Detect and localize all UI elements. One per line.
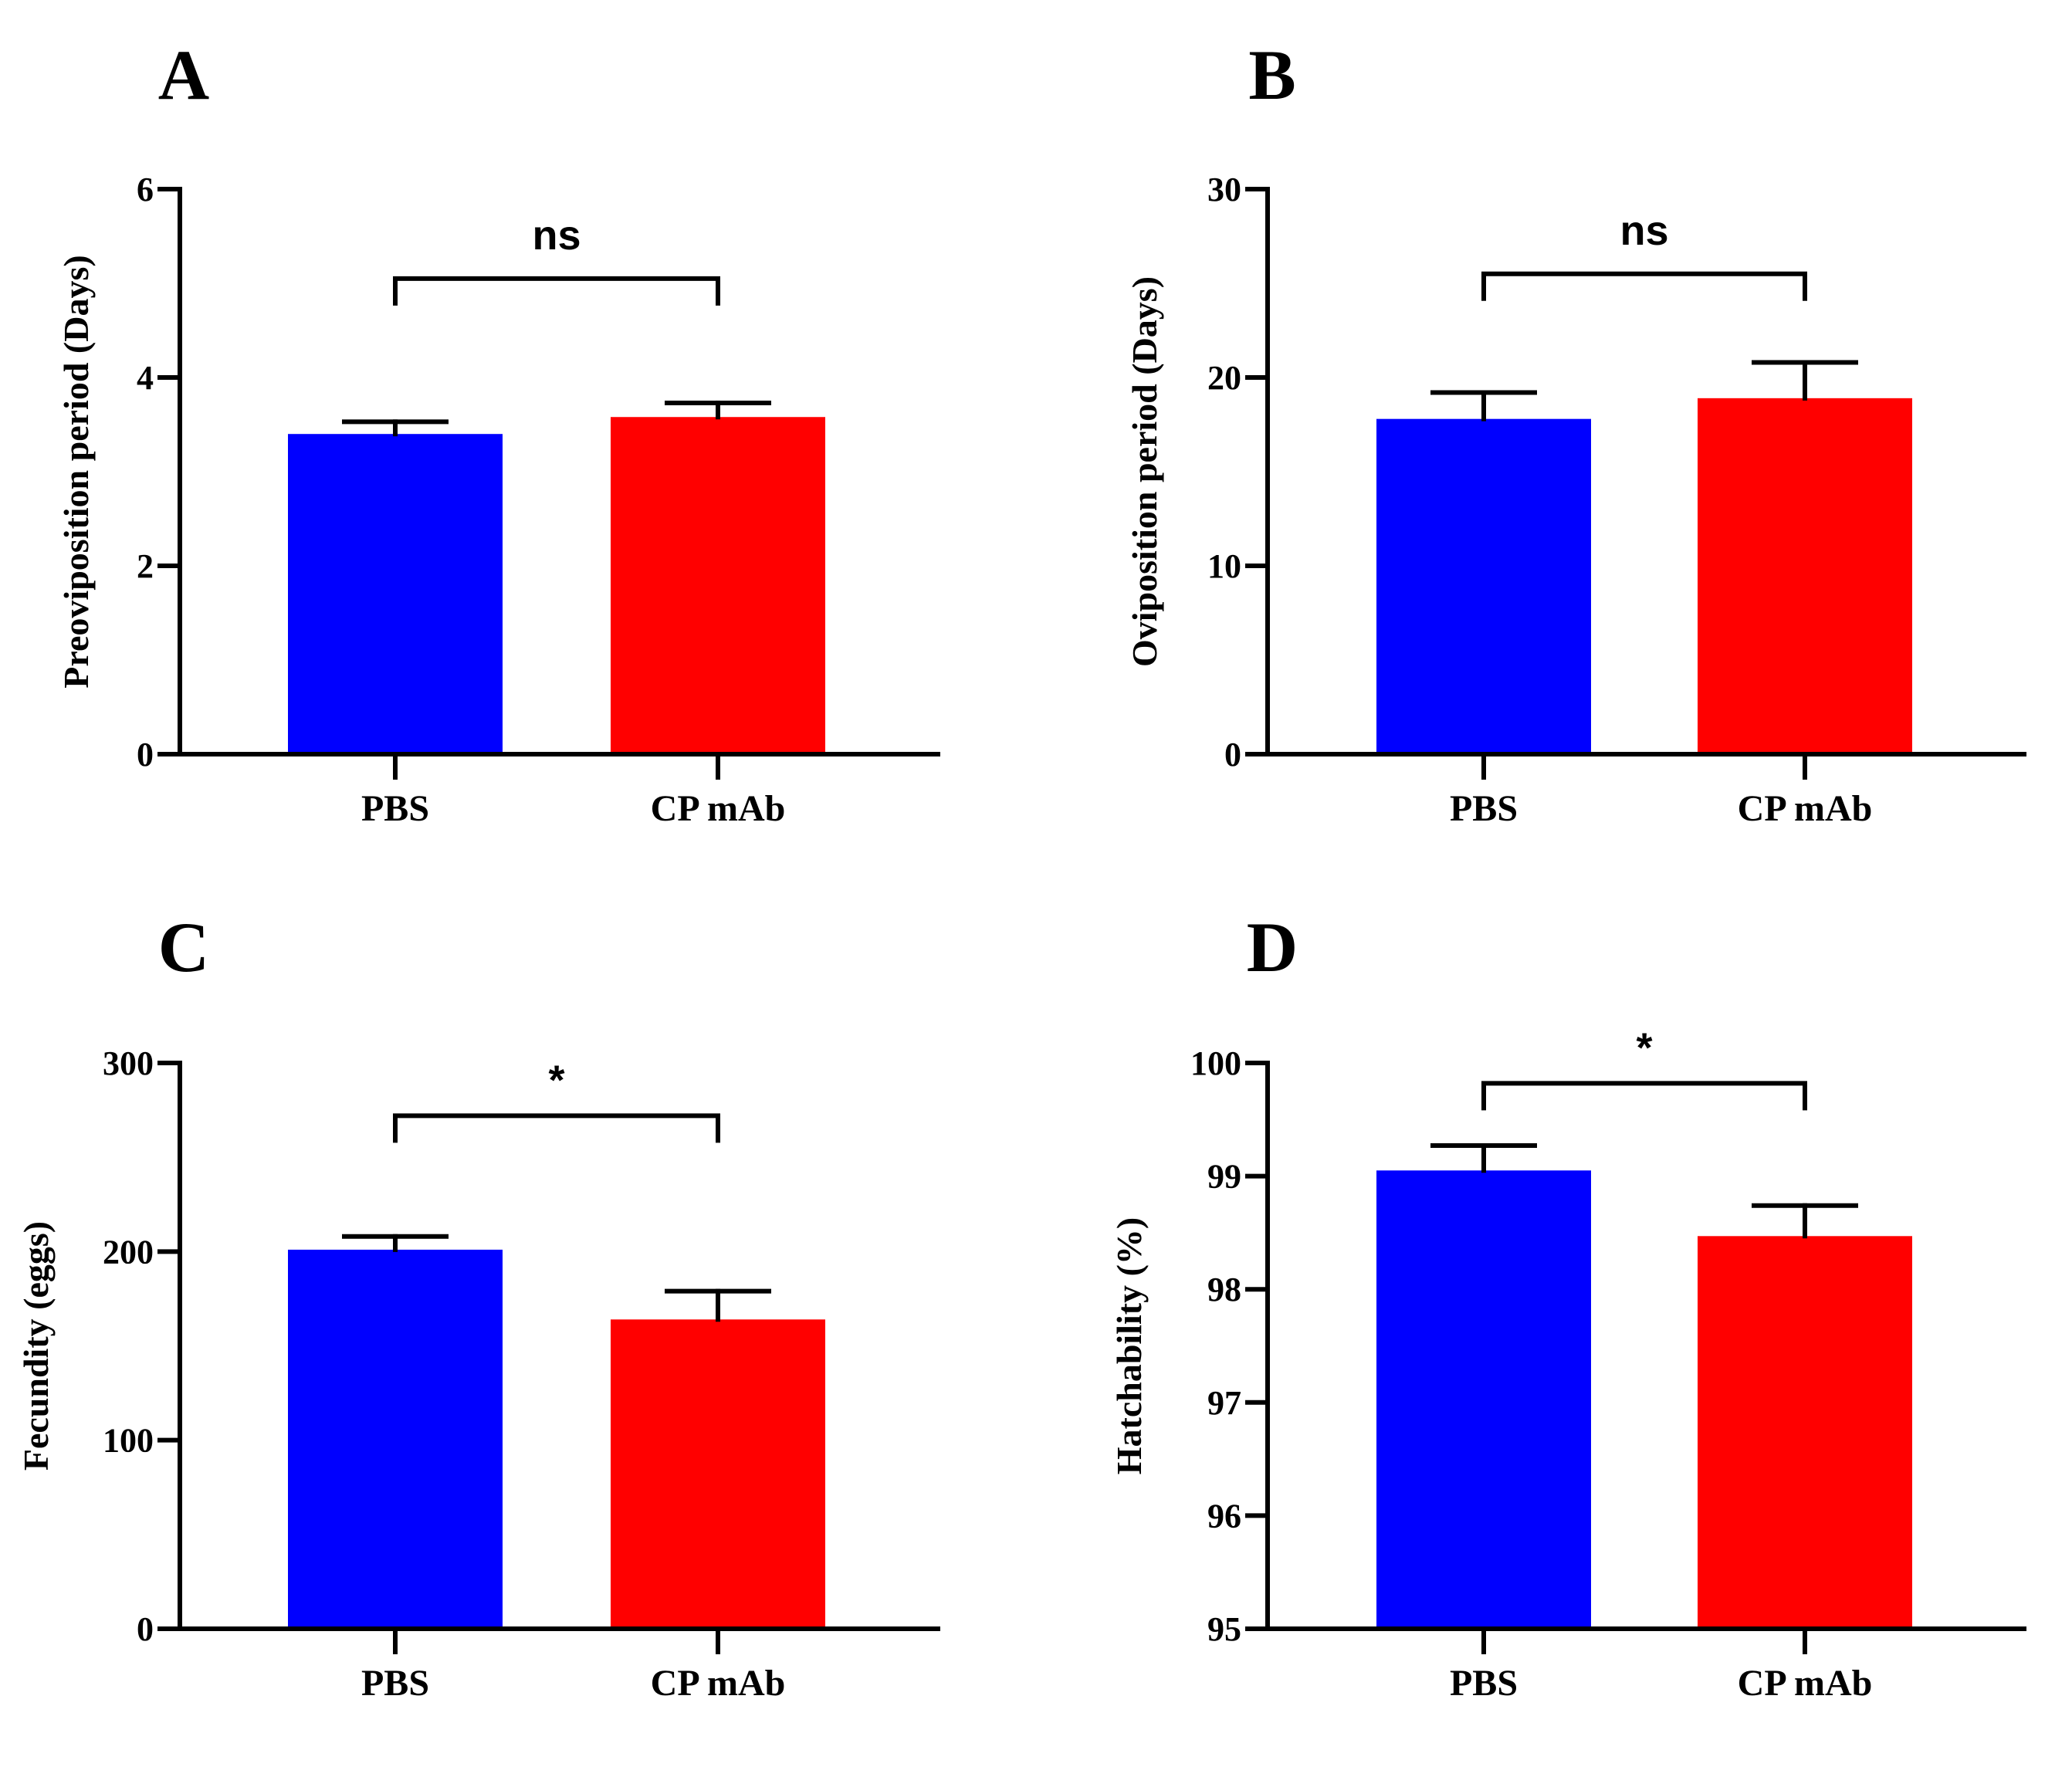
y-tick-label: 10 <box>1207 547 1241 585</box>
bar-cp-mab <box>1698 398 1912 754</box>
bar-pbs <box>288 434 503 754</box>
significance-label: * <box>548 1057 564 1103</box>
significance-label: ns <box>1620 208 1668 254</box>
significance-bracket <box>1481 1081 1807 1111</box>
significance-bracket <box>1481 271 1807 301</box>
y-tick-label: 96 <box>1207 1497 1241 1535</box>
y-tick-label: 300 <box>103 1044 154 1082</box>
y-tick-label: 99 <box>1207 1158 1241 1196</box>
y-tick-label: 0 <box>1224 736 1241 773</box>
y-tick-label: 98 <box>1207 1271 1241 1308</box>
y-axis-title: Fecundity (eggs) <box>16 1221 56 1471</box>
bar-pbs <box>288 1249 503 1629</box>
significance-bracket <box>393 276 720 306</box>
y-axis-title: Hatchability (%) <box>1109 1217 1149 1474</box>
x-category-label: PBS <box>1450 788 1518 829</box>
y-tick-label: 0 <box>137 736 154 773</box>
x-category-label: CP mAb <box>651 1663 786 1704</box>
y-tick-label: 200 <box>103 1233 154 1271</box>
y-tick-label: 6 <box>137 171 154 208</box>
x-category-label: CP mAb <box>1738 788 1873 829</box>
panel-letter: D <box>1247 908 1298 987</box>
x-category-label: CP mAb <box>1738 1663 1873 1704</box>
panel-c: C * 0 100 200 300 PBS CP mAb Fecundity (eggs) <box>16 908 940 1704</box>
panel-letter: C <box>158 908 209 987</box>
x-category-label: PBS <box>361 1663 429 1704</box>
significance-label: * <box>1636 1024 1652 1071</box>
y-tick-label: 95 <box>1207 1610 1241 1648</box>
x-category-label: CP mAb <box>651 788 786 829</box>
bar-cp-mab <box>1698 1236 1912 1629</box>
y-tick-label: 4 <box>137 359 154 397</box>
panel-d: D * 95 96 97 98 99 100 PBS CP mAb Hatchability (%) <box>1109 908 2026 1704</box>
significance-bracket <box>393 1113 720 1143</box>
bar-cp-mab <box>611 417 825 754</box>
y-axis-title: Preoviposition period (Days) <box>56 255 96 688</box>
y-tick-label: 30 <box>1207 171 1241 208</box>
panel-a: Ans 0 2 4 6 PBS CP mAb Preoviposition period (D… <box>56 36 940 829</box>
significance-label: ns <box>532 212 581 259</box>
y-tick-label: 100 <box>103 1422 154 1460</box>
y-axis-title: Oviposition period (Days) <box>1125 276 1164 667</box>
bar-pbs <box>1376 1170 1591 1629</box>
y-tick-label: 2 <box>137 547 154 585</box>
bar-cp-mab <box>611 1319 825 1629</box>
panel-letter: A <box>158 36 209 114</box>
y-tick-label: 97 <box>1207 1384 1241 1422</box>
y-tick-label: 100 <box>1190 1044 1241 1082</box>
bar-pbs <box>1376 418 1591 754</box>
x-category-label: PBS <box>361 788 429 829</box>
panel-b: Bns 0 10 20 30 PBS CP mAb Oviposition period (D… <box>1125 36 2026 829</box>
panel-letter: B <box>1248 36 1295 114</box>
y-tick-label: 0 <box>137 1610 154 1648</box>
y-tick-label: 20 <box>1207 359 1241 397</box>
x-category-label: PBS <box>1450 1663 1518 1704</box>
